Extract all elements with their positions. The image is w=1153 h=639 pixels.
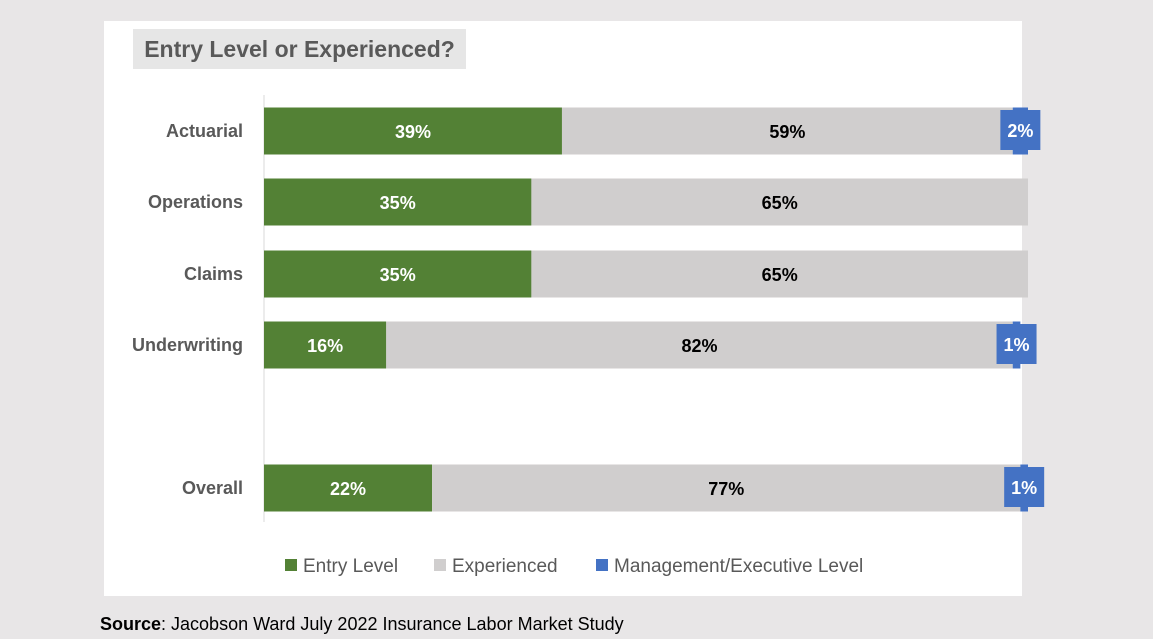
category-label: Actuarial — [166, 121, 243, 141]
data-label-box — [996, 324, 1037, 364]
data-label: 39% — [395, 122, 431, 142]
data-label: 22% — [330, 479, 366, 499]
data-label-box — [1000, 110, 1041, 150]
data-label: 16% — [307, 336, 343, 356]
legend-label: Management/Executive Level — [614, 556, 863, 577]
data-label-box — [1004, 467, 1045, 507]
source-text: : Jacobson Ward July 2022 Insurance Labo… — [161, 614, 624, 634]
data-label: 77% — [708, 479, 744, 499]
category-label: Operations — [148, 192, 243, 212]
legend-swatch — [596, 559, 608, 571]
bar-segment-entry-level — [264, 107, 562, 155]
category-label: Claims — [184, 264, 243, 284]
bar-segment-entry-level — [264, 178, 532, 226]
data-label: 35% — [380, 265, 416, 285]
data-label: 59% — [769, 122, 805, 142]
data-label: 65% — [762, 265, 798, 285]
bar-segment-experienced — [432, 464, 1021, 512]
legend-label: Entry Level — [303, 556, 398, 577]
chart-title: Entry Level or Experienced? — [133, 29, 466, 69]
data-label: 65% — [762, 193, 798, 213]
bar-segment-experienced — [531, 250, 1028, 298]
category-label: Underwriting — [132, 335, 243, 355]
legend-swatch — [285, 559, 297, 571]
bar-segment-experienced — [561, 107, 1013, 155]
data-label: 1% — [1011, 478, 1037, 498]
bar-segment-entry-level — [264, 250, 532, 298]
bar-segment-entry-level — [264, 321, 387, 369]
legend-swatch — [434, 559, 446, 571]
data-label: 1% — [1004, 335, 1030, 355]
legend-label: Experienced — [452, 556, 558, 577]
data-label: 2% — [1007, 121, 1033, 141]
data-label: 35% — [380, 193, 416, 213]
data-label: 82% — [681, 336, 717, 356]
source-label: Source — [100, 614, 162, 634]
bar-segment-entry-level — [264, 464, 433, 512]
category-label: Overall — [182, 478, 243, 498]
bar-segment-experienced — [386, 321, 1013, 369]
bar-segment-experienced — [531, 178, 1028, 226]
source-note: Source: Jacobson Ward July 2022 Insuranc… — [100, 614, 624, 635]
